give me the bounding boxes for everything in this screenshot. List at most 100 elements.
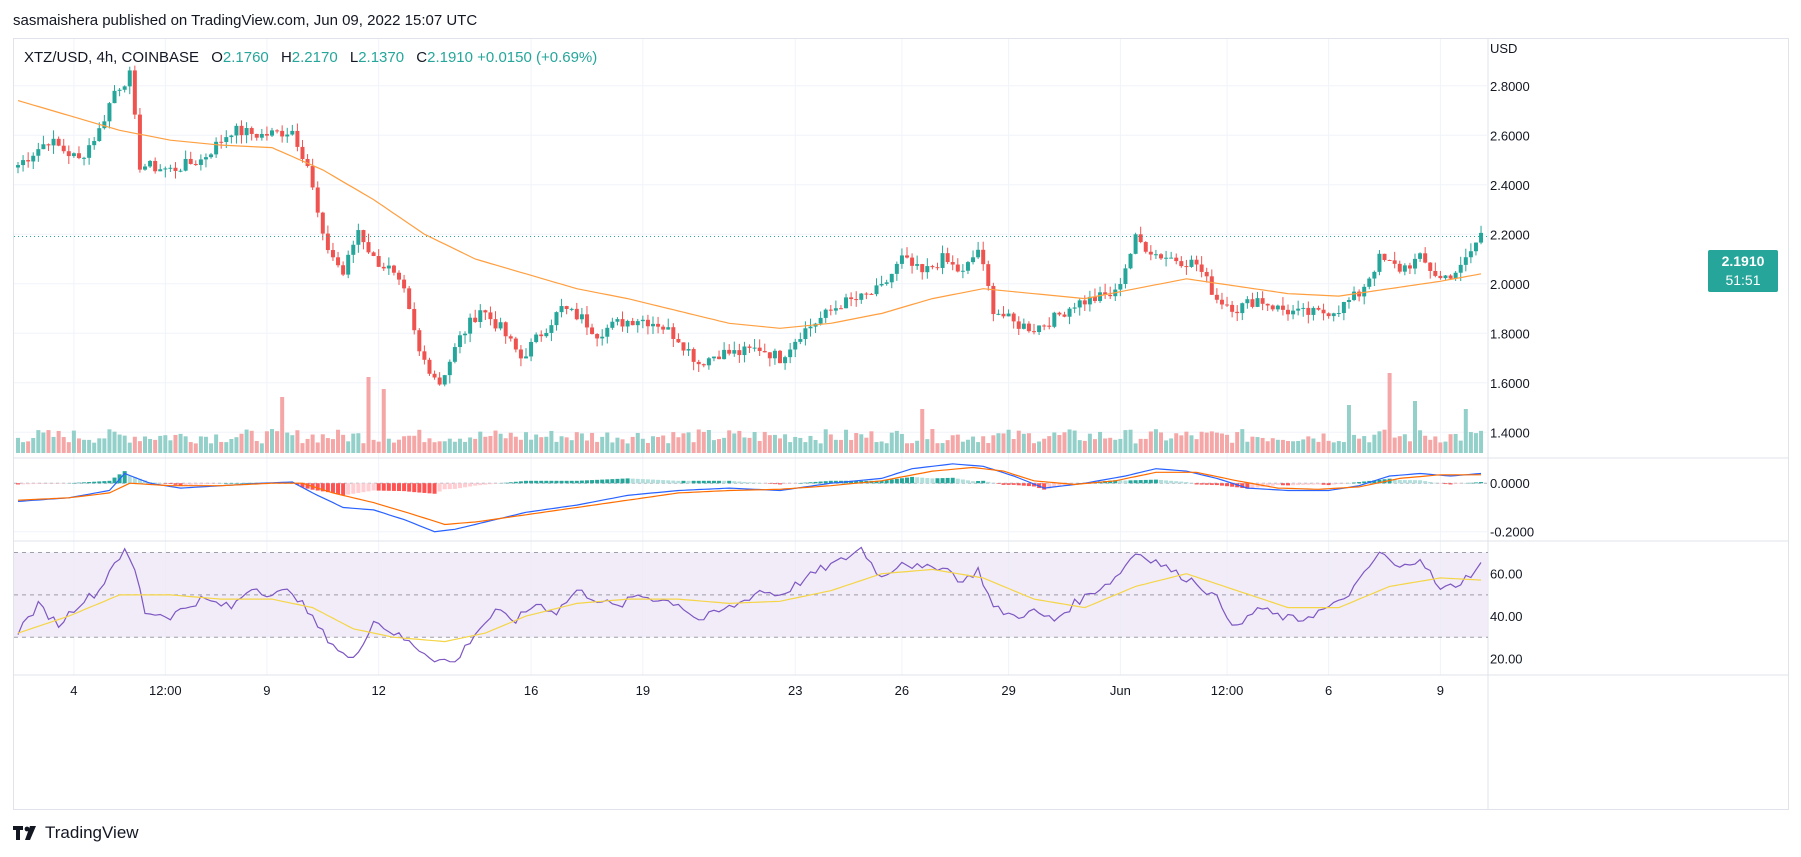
candle-body xyxy=(579,314,584,320)
price-candle xyxy=(899,248,904,269)
candle-body xyxy=(163,168,168,170)
price-tick-label: 2.6000 xyxy=(1490,128,1530,143)
candle-body xyxy=(940,253,945,268)
price-candle xyxy=(1468,243,1473,264)
volume-bar xyxy=(630,436,635,453)
candle-body xyxy=(1087,296,1092,305)
macd-histogram-bar xyxy=(722,480,727,484)
candle-body xyxy=(483,310,488,313)
price-candle xyxy=(254,133,259,141)
candle-body xyxy=(752,347,757,349)
candle-body xyxy=(1392,260,1397,264)
price-candle xyxy=(854,291,859,307)
macd-histogram-bar xyxy=(1255,483,1260,488)
macd-histogram-bar xyxy=(1001,483,1006,485)
price-candle xyxy=(879,275,884,287)
price-candle xyxy=(1245,296,1250,309)
chart-container[interactable]: 2.8000 2.6000 2.4000 2.2000 2.0000 1.8000 1.60… xyxy=(13,38,1789,810)
price-candle xyxy=(478,304,483,328)
close-value: 2.1910 xyxy=(427,49,473,66)
candle-body xyxy=(1143,242,1148,252)
volume-bar xyxy=(849,439,854,453)
candle-body xyxy=(1448,275,1453,279)
chart-canvas[interactable]: 2.8000 2.6000 2.4000 2.2000 2.0000 1.8000 1.60… xyxy=(14,39,1788,809)
candle-body xyxy=(518,349,523,359)
candle-body xyxy=(71,153,76,157)
macd-histogram-bar xyxy=(41,483,46,484)
macd-histogram-bar xyxy=(620,478,625,484)
candle-body xyxy=(346,254,351,275)
macd-histogram-bar xyxy=(1164,480,1169,484)
price-candle xyxy=(503,321,508,344)
volume-bar xyxy=(859,434,864,453)
macd-histogram-bar xyxy=(960,479,965,484)
price-candle xyxy=(1479,225,1484,245)
price-candle xyxy=(203,153,208,168)
macd-histogram-bar xyxy=(224,483,229,484)
price-candle xyxy=(209,152,214,159)
price-candle xyxy=(468,313,473,343)
price-candle xyxy=(1291,304,1296,320)
x-tick-label: 19 xyxy=(636,683,650,698)
price-candle xyxy=(1184,259,1189,275)
candle-body xyxy=(432,373,437,378)
candle-body xyxy=(397,272,401,280)
macd-histogram-bar xyxy=(778,483,782,485)
price-candle xyxy=(498,317,503,331)
macd-histogram-bar xyxy=(661,480,666,484)
candle-body xyxy=(635,321,640,326)
macd-histogram-bar xyxy=(26,483,31,485)
candle-body xyxy=(513,338,518,350)
candle-body xyxy=(310,166,315,188)
candle-body xyxy=(1072,307,1077,309)
change-value: +0.0150 (+0.69%) xyxy=(477,49,598,66)
price-candle xyxy=(686,342,691,357)
price-candle xyxy=(102,114,107,130)
candle-body xyxy=(833,308,838,311)
price-candle xyxy=(376,249,381,268)
price-candle xyxy=(915,255,920,270)
candle-body xyxy=(1357,291,1362,297)
volume-bar xyxy=(112,431,117,453)
price-candle xyxy=(473,309,478,324)
price-candle xyxy=(188,151,193,165)
macd-histogram-bar xyxy=(645,479,650,484)
volume-bar xyxy=(1336,441,1341,453)
candle-body xyxy=(1204,271,1209,277)
macd-histogram-bar xyxy=(884,480,889,484)
volume-bar xyxy=(676,437,681,453)
price-candle xyxy=(1159,253,1163,260)
candle-body xyxy=(767,352,772,359)
price-candle xyxy=(1326,312,1331,319)
volume-bar xyxy=(991,435,996,453)
macd-histogram-bar xyxy=(178,483,183,486)
price-candle xyxy=(92,136,97,150)
price-candle xyxy=(788,342,793,364)
price-candle xyxy=(1143,241,1148,254)
footer: TradingView xyxy=(13,818,139,848)
volume-bar xyxy=(803,442,808,453)
price-candle xyxy=(925,258,930,279)
price-candle xyxy=(1357,289,1362,302)
candle-body xyxy=(127,70,132,87)
volume-bar xyxy=(1123,430,1128,453)
volume-bar xyxy=(1275,439,1280,453)
price-tick-label: 2.4000 xyxy=(1490,178,1530,193)
volume-bar xyxy=(955,434,960,453)
candle-body xyxy=(1473,242,1478,252)
volume-bar xyxy=(143,436,147,453)
candle-body xyxy=(1153,254,1158,256)
volume-bar xyxy=(468,437,473,453)
candle-body xyxy=(645,319,650,327)
volume-bar xyxy=(442,441,447,453)
price-candle xyxy=(143,163,147,171)
macd-histogram-bar xyxy=(239,483,244,484)
macd-histogram-bar xyxy=(640,479,645,484)
macd-histogram-bar xyxy=(752,482,757,484)
volume-bar xyxy=(473,438,478,453)
price-candle xyxy=(986,260,991,291)
macd-histogram-bar xyxy=(447,483,452,490)
volume-bar xyxy=(823,429,828,453)
candle-body xyxy=(798,339,803,342)
volume-bar xyxy=(46,430,51,453)
